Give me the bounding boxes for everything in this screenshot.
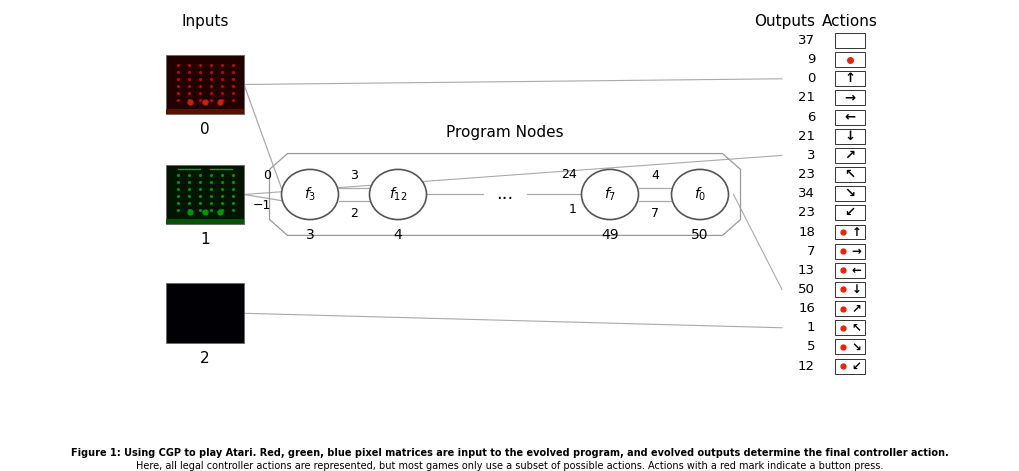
Bar [835, 340, 865, 354]
Text: 3: 3 [306, 228, 315, 243]
Text: 18: 18 [798, 226, 815, 238]
Bar [835, 282, 865, 297]
Text: ↓: ↓ [852, 283, 861, 296]
Text: 1: 1 [806, 321, 815, 334]
Text: 12: 12 [798, 359, 815, 373]
Text: 24: 24 [560, 168, 577, 181]
Text: 50: 50 [798, 283, 815, 296]
Text: $f_3$: $f_3$ [304, 186, 316, 203]
Text: 9: 9 [807, 53, 815, 66]
Bar [835, 205, 865, 220]
Text: ↑: ↑ [852, 226, 861, 238]
Text: 34: 34 [798, 187, 815, 200]
Text: 37: 37 [798, 34, 815, 47]
Text: 0: 0 [264, 169, 271, 182]
Text: →: → [852, 244, 861, 258]
Text: Figure 1: Using CGP to play Atari. Red, green, blue pixel matrices are input to : Figure 1: Using CGP to play Atari. Red, … [70, 448, 949, 458]
Text: ↗: ↗ [852, 302, 861, 315]
Bar [835, 186, 865, 201]
Circle shape [281, 170, 338, 219]
Bar [166, 284, 244, 343]
Text: 23: 23 [798, 168, 815, 181]
Text: ↑: ↑ [845, 72, 856, 85]
Text: $f_0$: $f_0$ [694, 186, 706, 203]
Bar [835, 129, 865, 144]
Bar [835, 33, 865, 48]
Text: Program Nodes: Program Nodes [446, 125, 564, 140]
Text: 13: 13 [798, 264, 815, 277]
Text: 1: 1 [200, 232, 210, 247]
Bar [166, 219, 244, 224]
Bar [835, 148, 865, 163]
Text: −1: −1 [253, 199, 271, 211]
Text: Here, all legal controller actions are represented, but most games only use a su: Here, all legal controller actions are r… [136, 461, 883, 471]
Text: 50: 50 [691, 228, 709, 243]
Text: 7: 7 [806, 244, 815, 258]
Text: 4: 4 [393, 228, 403, 243]
Bar [835, 225, 865, 239]
Bar [835, 320, 865, 335]
Text: 5: 5 [806, 341, 815, 353]
Text: Inputs: Inputs [181, 14, 228, 29]
Text: ↘: ↘ [845, 187, 856, 200]
Text: 0: 0 [807, 72, 815, 85]
Bar [835, 358, 865, 374]
Bar [166, 109, 244, 114]
Bar [835, 244, 865, 259]
Text: 2: 2 [200, 351, 210, 366]
Text: 6: 6 [807, 111, 815, 123]
Text: ←: ← [852, 264, 861, 277]
Bar [166, 55, 244, 114]
Text: 16: 16 [798, 302, 815, 315]
Text: 0: 0 [200, 122, 210, 138]
Text: ↘: ↘ [852, 341, 861, 353]
Text: ...: ... [496, 186, 514, 203]
Text: $f_{12}$: $f_{12}$ [389, 186, 408, 203]
Text: ↓: ↓ [845, 130, 856, 143]
Circle shape [672, 170, 729, 219]
Text: 1: 1 [569, 203, 577, 216]
Text: Outputs: Outputs [754, 14, 815, 29]
Bar [835, 301, 865, 316]
Text: 3: 3 [806, 149, 815, 162]
Text: 2: 2 [351, 207, 358, 220]
Text: 23: 23 [798, 206, 815, 219]
Text: 4: 4 [651, 169, 659, 182]
Bar [835, 110, 865, 124]
Bar [166, 164, 244, 224]
Text: 7: 7 [651, 207, 659, 220]
Bar [835, 90, 865, 106]
Text: 49: 49 [601, 228, 619, 243]
Circle shape [582, 170, 639, 219]
Bar [835, 263, 865, 278]
Text: →: → [845, 91, 856, 105]
Bar [835, 167, 865, 182]
Text: Actions: Actions [822, 14, 878, 29]
Bar [835, 71, 865, 86]
Text: 3: 3 [351, 169, 358, 182]
Text: ←: ← [845, 111, 856, 123]
Circle shape [370, 170, 427, 219]
Text: ↖: ↖ [845, 168, 856, 181]
Text: ↙: ↙ [845, 206, 856, 219]
Text: 21: 21 [798, 91, 815, 105]
Text: ↖: ↖ [852, 321, 861, 334]
Text: ↙: ↙ [852, 359, 861, 373]
Text: 21: 21 [798, 130, 815, 143]
Text: $f_7$: $f_7$ [604, 186, 616, 203]
Bar [835, 52, 865, 67]
Text: ↗: ↗ [845, 149, 856, 162]
